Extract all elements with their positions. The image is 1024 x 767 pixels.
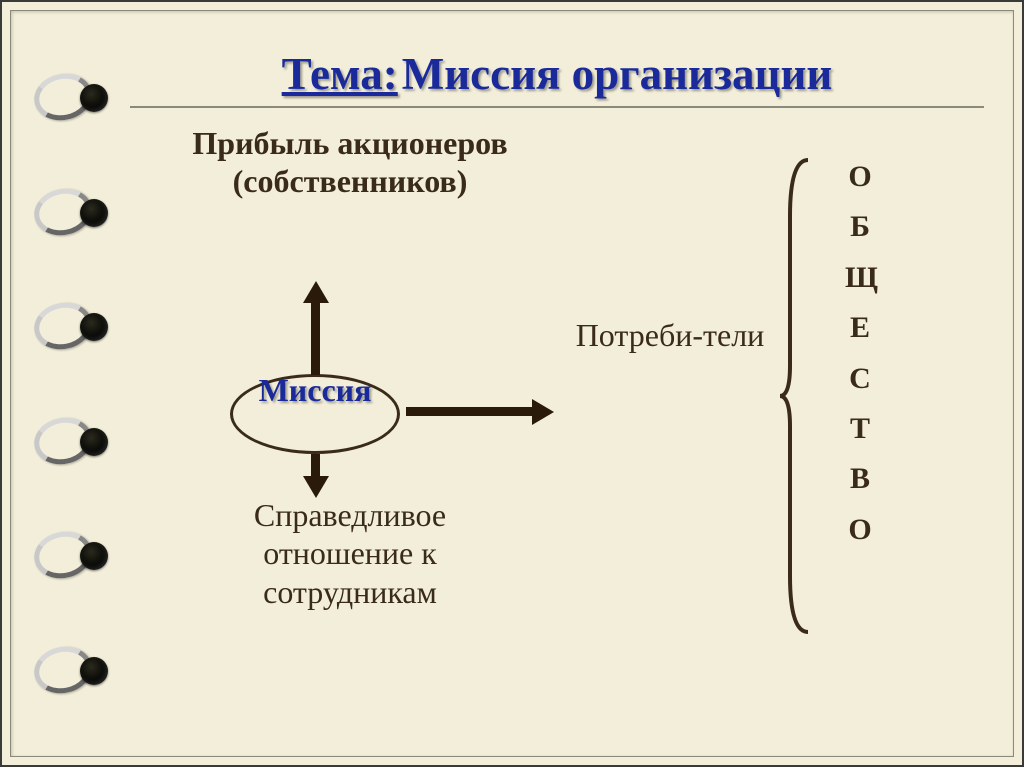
slide-title-row: Тема: Миссия организации — [130, 48, 984, 108]
diagram-center-label: Миссия — [230, 374, 400, 408]
spiral-ring — [28, 518, 102, 592]
vertical-word-society: ОБЩЕСТВО — [845, 152, 875, 555]
title-label: Тема: — [282, 49, 398, 99]
spiral-ring — [28, 289, 102, 363]
slide-content: Тема: Миссия организации Прибыль акционе… — [130, 48, 984, 727]
vertical-letter: О — [845, 505, 875, 555]
vertical-letter: В — [845, 454, 875, 504]
vertical-letter: Е — [845, 303, 875, 353]
vertical-letter: О — [845, 152, 875, 202]
arrow-down — [306, 454, 326, 498]
spiral-ring — [28, 633, 102, 707]
arrow-right — [406, 402, 556, 422]
diagram-node-top: Прибыль акционеров (собственников) — [190, 124, 510, 201]
mission-diagram: Прибыль акционеров (собственников) Мисси… — [130, 116, 984, 676]
vertical-letter: Щ — [845, 253, 875, 303]
vertical-letter: Б — [845, 202, 875, 252]
spiral-ring — [28, 175, 102, 249]
title-value: Миссия организации — [402, 49, 833, 99]
curly-brace — [778, 156, 818, 636]
spiral-binding — [28, 0, 118, 767]
arrow-up — [306, 281, 326, 375]
spiral-ring — [28, 60, 102, 134]
vertical-letter: Т — [845, 404, 875, 454]
vertical-letter: С — [845, 354, 875, 404]
diagram-node-right: Потреби-тели — [575, 316, 765, 354]
title-divider — [130, 106, 984, 108]
diagram-node-bottom: Справедливое отношение к сотрудникам — [190, 496, 510, 611]
spiral-ring — [28, 404, 102, 478]
